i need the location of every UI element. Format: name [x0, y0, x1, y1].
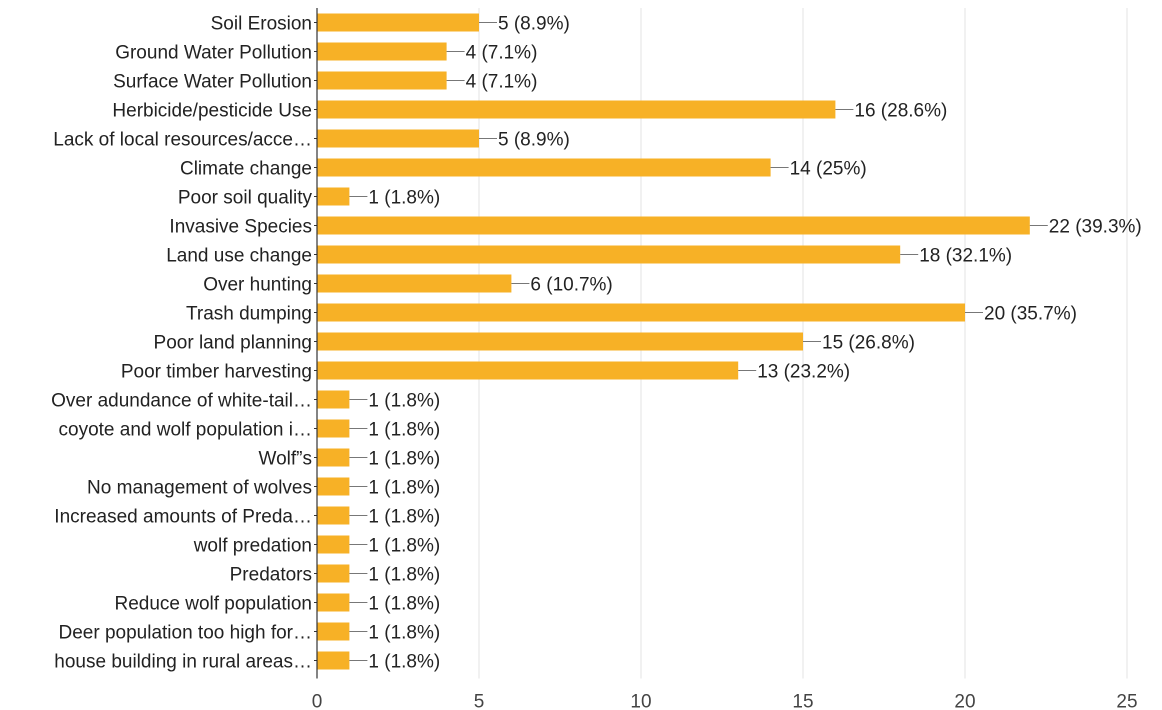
data-label: 1 (1.8%): [368, 391, 440, 412]
data-label: 5 (8.9%): [498, 130, 570, 151]
bar: [317, 187, 350, 206]
category-label: Poor land planning: [154, 333, 312, 354]
labels: 0 5 10 15 20 25 5 (8.9%) Soil Erosion 4 (7.1%) Gr…: [51, 14, 1142, 710]
category-label: Predators: [230, 565, 312, 586]
data-label: 20 (35.7%): [984, 304, 1077, 325]
category-label: Increased amounts of Preda…: [54, 507, 312, 528]
data-label: 1 (1.8%): [368, 536, 440, 557]
bar: [317, 216, 1030, 235]
category-label: Ground Water Pollution: [115, 43, 312, 64]
bar: [317, 71, 447, 90]
x-tick-label: 5: [474, 692, 485, 710]
category-label: Wolf”s: [259, 449, 312, 470]
data-label: 16 (28.6%): [854, 101, 947, 122]
data-label: 18 (32.1%): [919, 246, 1012, 267]
category-label: coyote and wolf population i…: [59, 420, 313, 441]
bar: [317, 390, 350, 409]
bar: [317, 448, 350, 467]
category-label: Over hunting: [203, 275, 312, 296]
data-label: 1 (1.8%): [368, 420, 440, 441]
bar: [317, 535, 350, 554]
category-label: Land use change: [166, 246, 312, 267]
data-label: 13 (23.2%): [757, 362, 850, 383]
category-label: Soil Erosion: [211, 14, 312, 35]
category-label: wolf predation: [193, 536, 312, 557]
bar: [317, 303, 965, 322]
data-label: 1 (1.8%): [368, 478, 440, 499]
bar: [317, 506, 350, 525]
category-label: Lack of local resources/acce…: [53, 130, 312, 151]
bar: [317, 158, 771, 177]
category-label: Trash dumping: [186, 304, 312, 325]
category-label: Surface Water Pollution: [113, 72, 312, 93]
category-label: Poor soil quality: [178, 188, 313, 209]
category-label: Reduce wolf population: [114, 594, 312, 615]
category-label: Poor timber harvesting: [121, 362, 312, 383]
x-tick-label: 15: [792, 692, 813, 710]
bar: [317, 477, 350, 496]
x-tick-label: 20: [954, 692, 975, 710]
data-label: 4 (7.1%): [466, 72, 538, 93]
bar: [317, 274, 512, 293]
x-tick-label: 0: [312, 692, 323, 710]
bar: [317, 361, 739, 380]
bar: [317, 13, 479, 32]
axes: [314, 8, 1048, 679]
category-label: Herbicide/pesticide Use: [112, 101, 312, 122]
bar: [317, 593, 350, 612]
category-label: Deer population too high for…: [59, 623, 313, 644]
data-label: 6 (10.7%): [530, 275, 612, 296]
bars: [317, 13, 1030, 670]
bar: [317, 419, 350, 438]
x-tick-label: 10: [630, 692, 651, 710]
bar: [317, 332, 803, 351]
data-label: 1 (1.8%): [368, 594, 440, 615]
category-label: house building in rural areas…: [54, 652, 312, 673]
data-label: 1 (1.8%): [368, 507, 440, 528]
data-label: 1 (1.8%): [368, 652, 440, 673]
data-label: 14 (25%): [790, 159, 867, 180]
bar: [317, 129, 479, 148]
data-label: 1 (1.8%): [368, 623, 440, 644]
bar: [317, 622, 350, 641]
data-label: 1 (1.8%): [368, 188, 440, 209]
data-label: 4 (7.1%): [466, 43, 538, 64]
bar: [317, 42, 447, 61]
bar: [317, 245, 901, 264]
x-tick-label: 25: [1116, 692, 1137, 710]
category-label: Over adundance of white-tail…: [51, 391, 312, 412]
bar: [317, 100, 836, 119]
bar: [317, 564, 350, 583]
category-label: Climate change: [180, 159, 312, 180]
category-label: No management of wolves: [87, 478, 312, 499]
data-label: 1 (1.8%): [368, 565, 440, 586]
bar: [317, 651, 350, 670]
data-label: 22 (39.3%): [1049, 217, 1142, 238]
category-label: Invasive Species: [169, 217, 312, 238]
data-label: 15 (26.8%): [822, 333, 915, 354]
data-label: 5 (8.9%): [498, 14, 570, 35]
data-label: 1 (1.8%): [368, 449, 440, 470]
